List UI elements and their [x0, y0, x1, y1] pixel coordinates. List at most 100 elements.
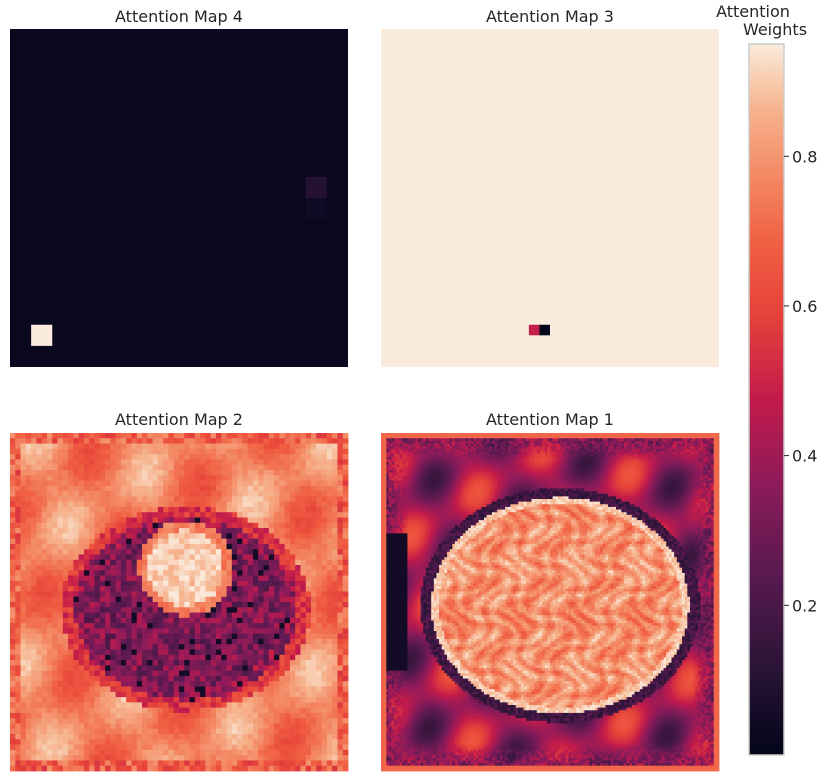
heatmap-cell — [105, 760, 111, 767]
heatmap-cell — [152, 528, 159, 534]
heatmap-cell — [147, 749, 153, 756]
heatmap-cell — [142, 739, 148, 745]
heatmap-cell — [73, 765, 80, 772]
heatmap-cell — [205, 675, 212, 682]
heatmap-cell — [381, 438, 385, 442]
heatmap-cell — [237, 438, 243, 444]
heatmap-cell — [263, 723, 270, 730]
heatmap-cell — [295, 506, 301, 513]
heatmap-cell — [210, 580, 217, 587]
heatmap-cell — [263, 665, 270, 672]
heatmap-cell — [179, 712, 185, 719]
heatmap-cell — [94, 543, 101, 550]
heatmap-cell — [682, 443, 686, 447]
heatmap-cell — [110, 591, 117, 598]
heatmap-cell — [110, 528, 117, 534]
heatmap-cell — [78, 765, 85, 772]
heatmap-cell — [268, 686, 275, 693]
heatmap-cell — [226, 464, 233, 471]
heatmap-cell — [10, 623, 16, 629]
heatmap-cell — [10, 591, 16, 598]
heatmap-cell — [252, 712, 259, 719]
heatmap-cell — [20, 501, 27, 508]
heatmap-cell — [105, 675, 111, 682]
heatmap-cell — [705, 438, 709, 442]
heatmap-cell — [147, 443, 153, 450]
heatmap-cell — [263, 660, 270, 666]
heatmap-cell — [46, 633, 53, 640]
heatmap-cell — [68, 517, 74, 524]
heatmap-cell — [210, 565, 217, 571]
heatmap-cell — [73, 612, 80, 619]
heatmap-cell — [274, 723, 280, 730]
heatmap-cell — [83, 591, 90, 598]
heatmap-cell — [189, 554, 196, 561]
heatmap-cell — [602, 446, 606, 450]
heatmap-cell — [200, 723, 206, 730]
heatmap-cell — [237, 491, 243, 497]
heatmap-cell — [110, 702, 117, 709]
heatmap-cell — [131, 485, 138, 492]
heatmap-cell — [184, 628, 190, 635]
heatmap-cell — [215, 612, 222, 619]
heatmap-cell — [52, 565, 58, 571]
heatmap-cell — [231, 559, 238, 566]
heatmap-cell — [52, 549, 58, 555]
heatmap-cell — [295, 464, 301, 471]
heatmap-cell — [305, 549, 312, 555]
heatmap-cell — [25, 723, 32, 730]
heatmap-cell — [332, 559, 338, 566]
heatmap-cell — [210, 443, 217, 450]
heatmap-cell — [173, 475, 180, 481]
heatmap-cell — [89, 607, 95, 613]
heatmap-cell — [221, 617, 227, 624]
heatmap-cell — [105, 623, 111, 629]
heatmap-cell — [173, 517, 180, 524]
heatmap-cell — [481, 440, 485, 444]
heatmap-cell — [505, 440, 509, 444]
heatmap-cell — [131, 686, 138, 693]
heatmap-cell — [316, 760, 322, 767]
heatmap-cell — [237, 660, 243, 666]
heatmap-cell — [46, 512, 53, 518]
heatmap-cell — [316, 755, 322, 761]
heatmap-cell — [20, 628, 27, 635]
heatmap-cell — [231, 554, 238, 561]
heatmap-cell — [78, 638, 85, 645]
heatmap-cell — [10, 586, 16, 592]
heatmap-cell — [383, 443, 387, 447]
heatmap-cell — [36, 517, 43, 524]
heatmap-cell — [284, 765, 291, 772]
heatmap-cell — [83, 512, 90, 518]
heatmap-cell — [231, 675, 238, 682]
heatmap-cell — [491, 448, 495, 452]
heatmap-cell — [300, 549, 307, 555]
heatmap-cell — [279, 623, 286, 629]
heatmap-cell — [326, 485, 333, 492]
heatmap-cell — [616, 440, 620, 444]
heatmap-cell — [520, 448, 524, 452]
heatmap-cell — [131, 533, 138, 540]
heatmap-cell — [252, 433, 259, 439]
heatmap-cell — [205, 691, 212, 698]
heatmap-cell — [147, 522, 153, 529]
heatmap-cell — [289, 739, 296, 745]
heatmap-cell — [15, 506, 21, 513]
heatmap-cell — [439, 433, 443, 437]
heatmap-cell — [73, 469, 80, 476]
heatmap-cell — [505, 443, 509, 447]
heatmap-cell — [83, 702, 90, 709]
heatmap-cell — [31, 469, 37, 476]
heatmap-cell — [258, 739, 264, 745]
heatmap-cell — [15, 755, 21, 761]
heatmap-cell — [184, 433, 190, 439]
heatmap-cell — [89, 596, 95, 603]
heatmap-cell — [68, 591, 74, 598]
heatmap-cell — [221, 549, 227, 555]
heatmap-cell — [268, 543, 275, 550]
heatmap-cell — [15, 591, 21, 598]
heatmap-cell — [284, 580, 291, 587]
heatmap-cell — [342, 591, 349, 598]
heatmap-cell — [131, 607, 138, 613]
heatmap-cell — [605, 446, 609, 450]
